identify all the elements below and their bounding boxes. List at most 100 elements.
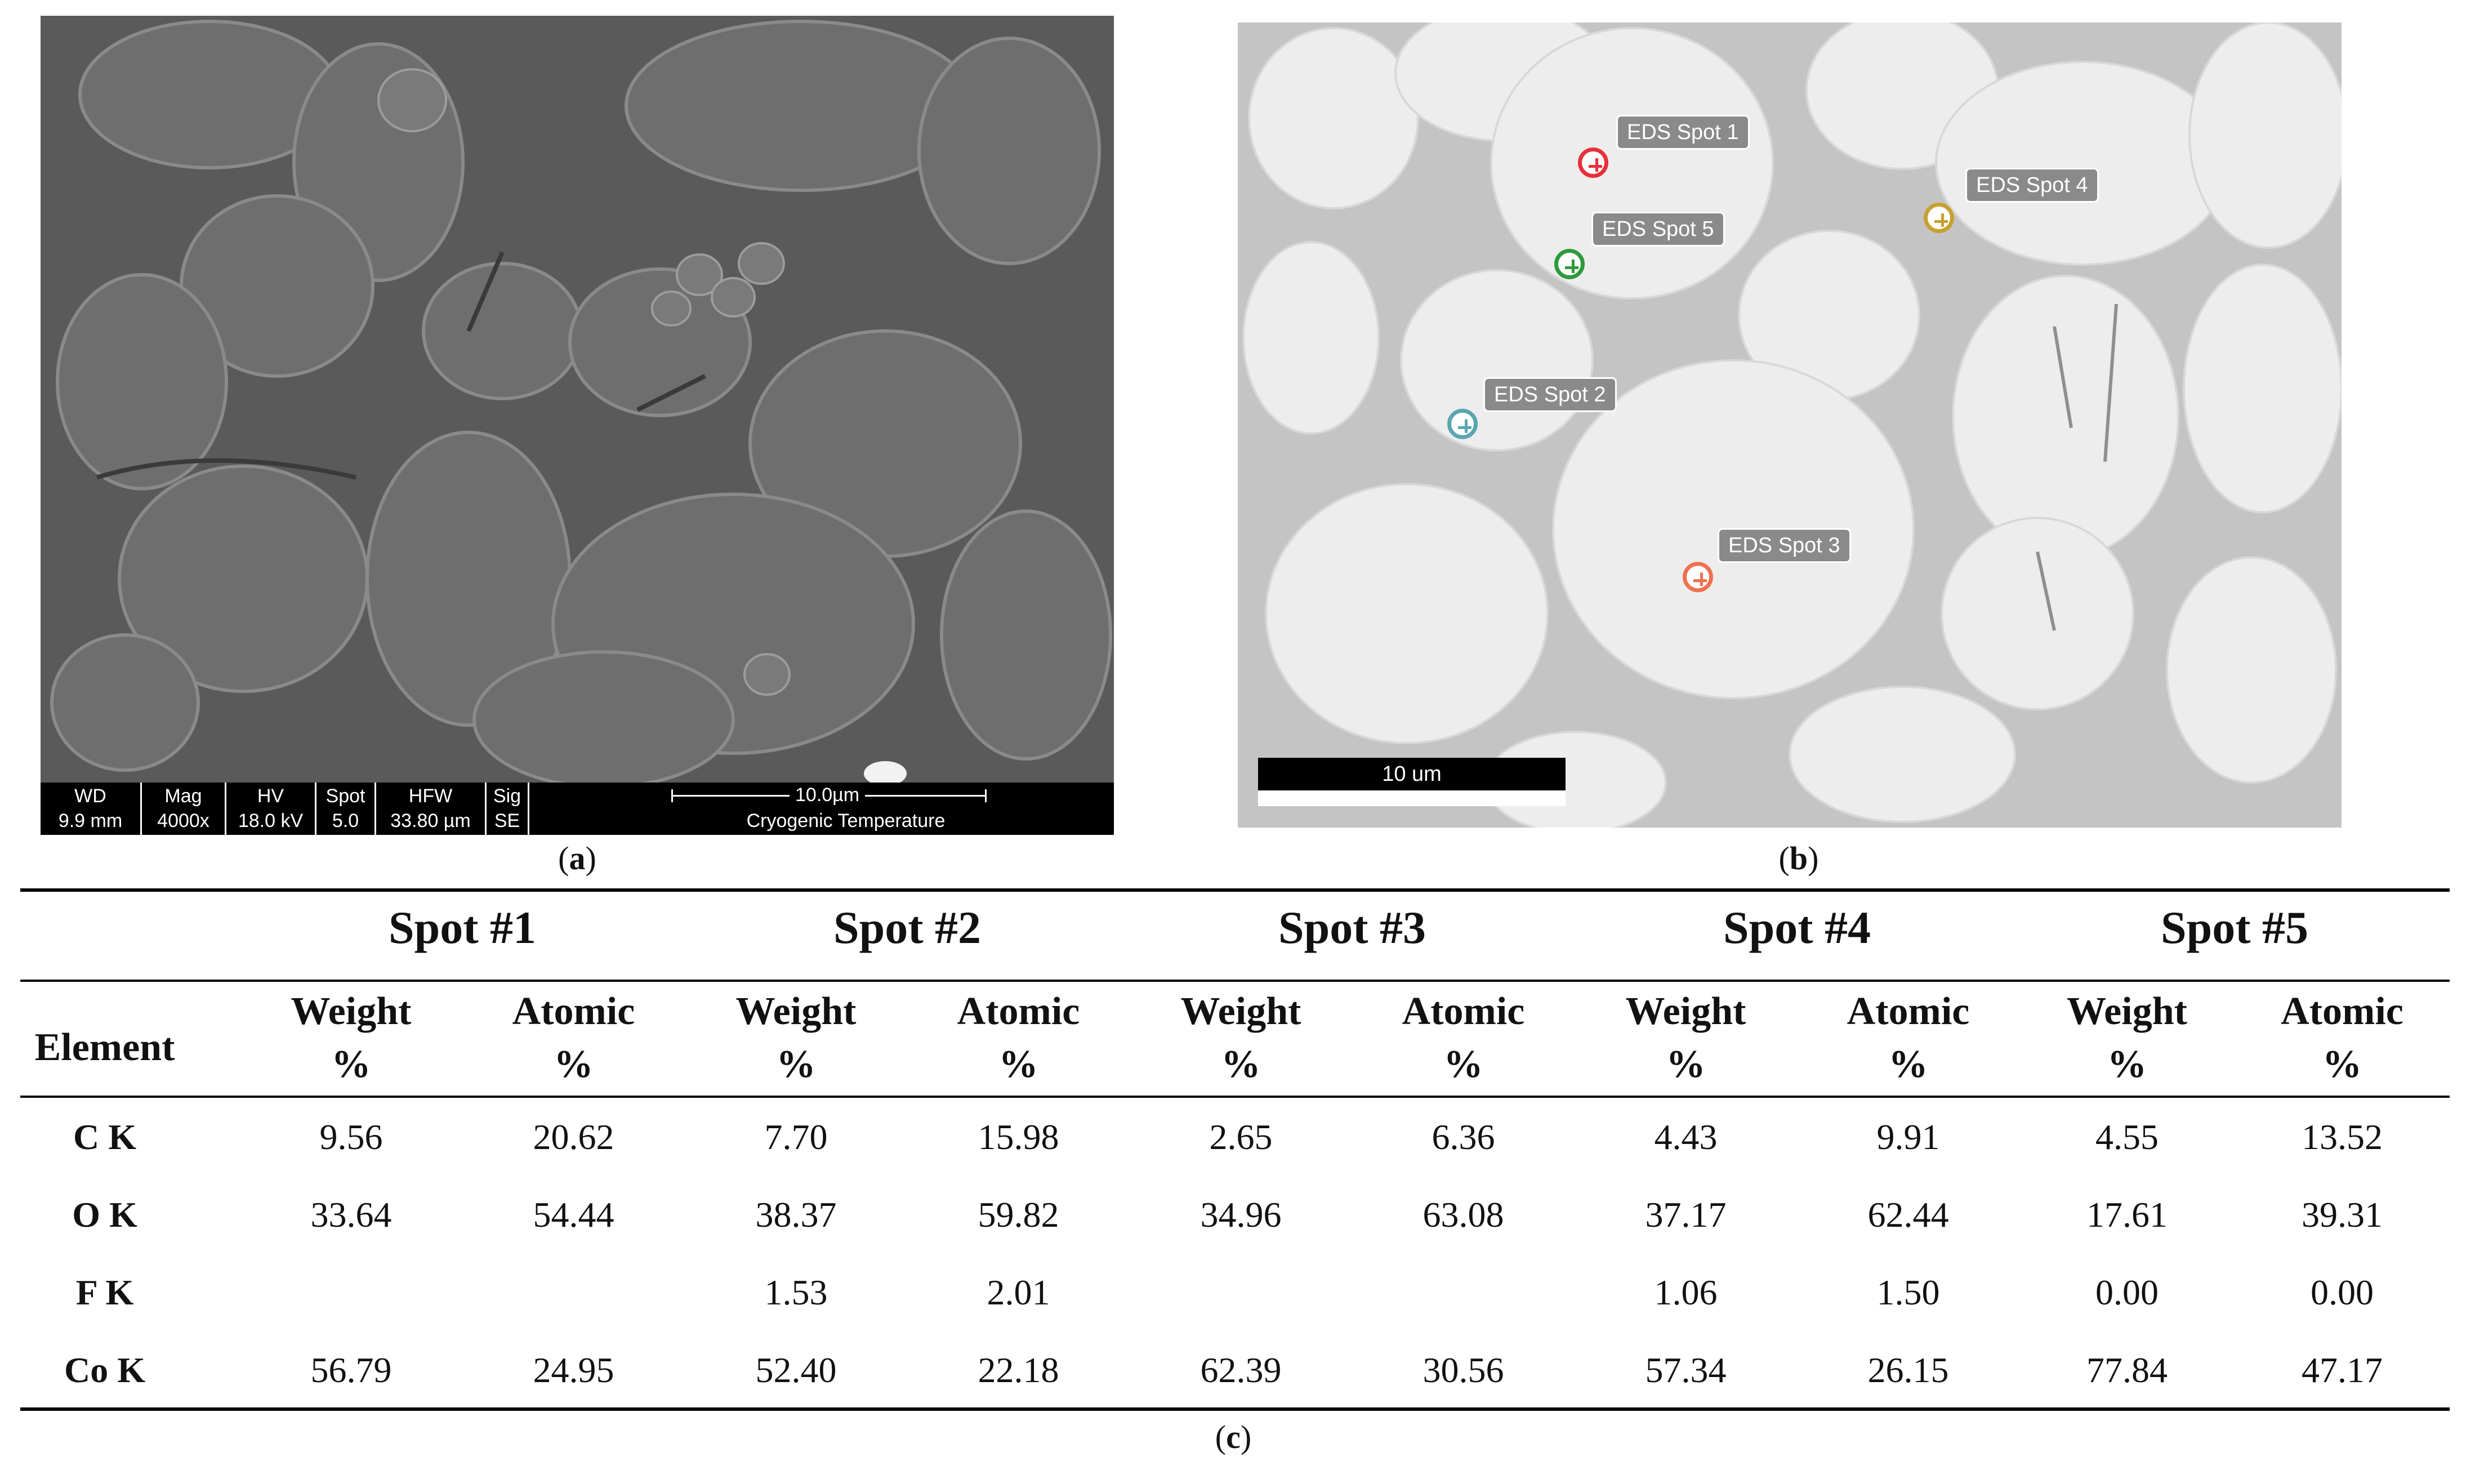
value-cell: 2.65	[1209, 1117, 1273, 1157]
atomic-header: Atomic %	[957, 990, 1080, 1086]
sem-field-key: Sig	[493, 785, 521, 807]
caption-c: (c)	[1215, 1419, 1252, 1455]
table-body-rule	[20, 1096, 2450, 1098]
atomic-header: Atomic %	[2281, 990, 2403, 1086]
sem-field-value: 33.80 µm	[390, 810, 471, 832]
value-cell: 9.91	[1876, 1117, 1940, 1157]
atomic-header: Atomic %	[1847, 990, 1970, 1086]
value-cell: 7.70	[764, 1117, 828, 1157]
sem-micrograph	[41, 16, 1114, 783]
sem-info-bar: WD 9.9 mm Mag 4000x HV 18.0 kV Spot 5.0 …	[41, 783, 1114, 835]
caption-letter: b	[1789, 840, 1808, 877]
value-cell: 38.37	[755, 1195, 837, 1235]
sem-field-mag: Mag 4000x	[142, 783, 226, 835]
bse-scale-label: 10 um	[1258, 758, 1566, 790]
value-cell: 26.15	[1867, 1350, 1949, 1390]
eds-image-panel-b: EDS Spot 1 EDS Spot 2 EDS Spot 3 EDS Spo…	[1238, 23, 2342, 828]
value-cell: 62.39	[1200, 1350, 1282, 1390]
sem-field-wd: WD 9.9 mm	[41, 783, 142, 835]
value-cell: 37.17	[1645, 1195, 1727, 1235]
value-cell: 22.18	[978, 1350, 1059, 1390]
sem-condition-note: Cryogenic Temperature	[746, 810, 946, 832]
sem-field-key: WD	[74, 785, 106, 807]
value-cell: 47.17	[2302, 1350, 2383, 1390]
bse-scale-bar-white	[1258, 790, 1566, 806]
element-cell: F K	[75, 1272, 134, 1312]
bse-micrograph	[1238, 23, 2342, 828]
eds-spot-2-marker-icon	[1447, 409, 1478, 439]
value-cell: 1.53	[764, 1272, 828, 1312]
value-cell: 24.95	[533, 1350, 614, 1390]
sem-field-key: Spot	[325, 785, 365, 807]
eds-spot-1-label: EDS Spot 1	[1616, 115, 1750, 150]
element-header: Element	[34, 1026, 175, 1069]
sem-field-key: HFW	[408, 785, 453, 807]
spot-header: Spot #5	[2160, 902, 2308, 953]
value-cell: 34.96	[1200, 1195, 1282, 1235]
value-cell: 33.64	[310, 1195, 392, 1235]
element-cell: C K	[73, 1117, 136, 1157]
sem-scale-label: 10.0µm	[790, 783, 866, 807]
sem-image-panel-a: WD 9.9 mm Mag 4000x HV 18.0 kV Spot 5.0 …	[41, 16, 1114, 835]
eds-spot-1-marker-icon	[1578, 147, 1608, 178]
element-cell: O K	[72, 1195, 137, 1235]
value-cell: 6.36	[1432, 1117, 1495, 1157]
weight-header: Weight %	[1625, 990, 1746, 1086]
value-cell: 52.40	[755, 1350, 837, 1390]
eds-spot-3-label: EDS Spot 3	[1718, 528, 1851, 563]
table-bottom-rule	[20, 1407, 2450, 1411]
value-cell: 57.34	[1645, 1350, 1727, 1390]
weight-header: Weight %	[291, 990, 412, 1086]
eds-spot-5-label: EDS Spot 5	[1591, 212, 1725, 247]
sem-field-value: 4000x	[157, 810, 209, 832]
value-cell: 0.00	[2095, 1272, 2159, 1312]
value-cell: 1.50	[1876, 1272, 1940, 1312]
value-cell: 20.62	[533, 1117, 614, 1157]
value-cell: 77.84	[2086, 1350, 2168, 1390]
eds-spot-4-label: EDS Spot 4	[1965, 168, 2099, 203]
sem-field-key: Mag	[164, 785, 202, 807]
sem-field-value: SE	[494, 810, 520, 832]
value-cell: 30.56	[1422, 1350, 1504, 1390]
value-cell: 39.31	[2302, 1195, 2383, 1235]
weight-header: Weight %	[1180, 990, 1301, 1086]
spot-header: Spot #4	[1723, 902, 1871, 953]
value-cell: 2.01	[987, 1272, 1050, 1312]
sem-field-value: 5.0	[332, 810, 359, 832]
value-cell: 17.61	[2086, 1195, 2168, 1235]
caption-letter: c	[1226, 1419, 1241, 1455]
spot-header: Spot #3	[1278, 902, 1426, 953]
value-cell: 62.44	[1867, 1195, 1949, 1235]
table-header-rule	[20, 980, 2450, 982]
value-cell: 59.82	[978, 1195, 1059, 1235]
atomic-header: Atomic %	[512, 990, 635, 1086]
caption-a: (a)	[558, 840, 596, 877]
eds-spot-5-marker-icon	[1554, 249, 1585, 279]
sem-field-value: 9.9 mm	[58, 810, 123, 832]
spot-header: Spot #1	[388, 902, 536, 953]
sem-field-sig: Sig SE	[487, 783, 529, 835]
value-cell: 9.56	[319, 1117, 383, 1157]
bse-scale-bar: 10 um	[1258, 758, 1566, 806]
sem-field-key: HV	[257, 785, 284, 807]
caption-letter: a	[569, 840, 586, 877]
value-cell: 54.44	[533, 1195, 614, 1235]
value-cell: 4.43	[1654, 1117, 1718, 1157]
caption-b: (b)	[1778, 840, 1819, 877]
sem-field-spot: Spot 5.0	[316, 783, 376, 835]
value-cell: 1.06	[1654, 1272, 1718, 1312]
weight-header: Weight %	[2067, 990, 2187, 1086]
table-top-rule	[20, 888, 2450, 892]
value-cell: 15.98	[978, 1117, 1059, 1157]
value-cell: 4.55	[2095, 1117, 2159, 1157]
element-cell: Co K	[64, 1350, 145, 1390]
sem-field-hfw: HFW 33.80 µm	[376, 783, 487, 835]
weight-header: Weight %	[735, 990, 857, 1086]
eds-spot-3-marker-icon	[1683, 562, 1713, 592]
value-cell: 13.52	[2302, 1117, 2383, 1157]
eds-spot-4-marker-icon	[1924, 203, 1954, 233]
atomic-header: Atomic %	[1402, 990, 1525, 1086]
value-cell: 0.00	[2311, 1272, 2374, 1312]
eds-spot-2-label: EDS Spot 2	[1483, 377, 1617, 412]
sem-field-hv: HV 18.0 kV	[226, 783, 316, 835]
